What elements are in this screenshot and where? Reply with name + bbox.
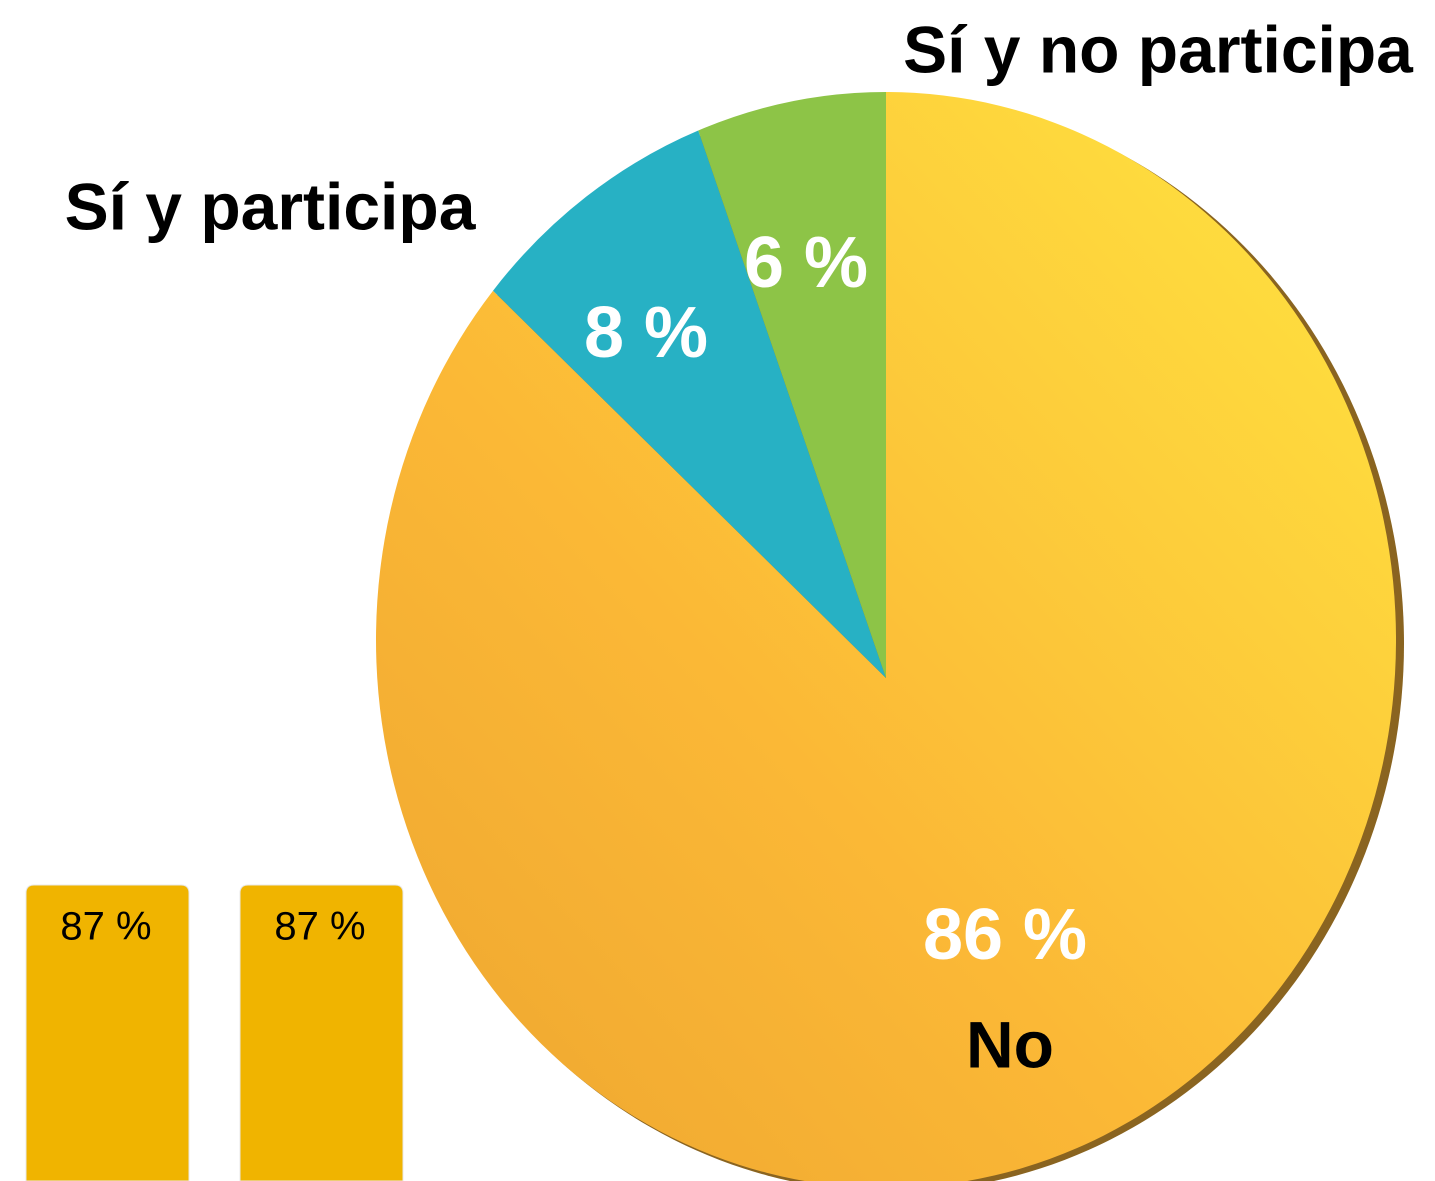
pie-slice xyxy=(493,130,886,678)
category-label: No xyxy=(966,1007,1054,1081)
pie-slice xyxy=(376,92,1396,1181)
bar xyxy=(25,884,190,1181)
value-label: 6 % xyxy=(744,223,868,303)
pie xyxy=(376,92,1396,1181)
category-label: Sí y no participa xyxy=(903,12,1414,86)
bars: 87 % 87 % xyxy=(25,884,404,1181)
category-label: Sí y participa xyxy=(65,169,477,243)
value-label: 8 % xyxy=(584,293,708,373)
bar-value-label: 87 % xyxy=(274,905,365,949)
bar xyxy=(239,884,404,1181)
value-label: 86 % xyxy=(923,895,1087,975)
bar-value-label: 87 % xyxy=(60,905,151,949)
pie-slice xyxy=(698,92,886,678)
labels: No 86 % Sí y participa 8 % Sí y no participa… xyxy=(65,12,1415,1081)
